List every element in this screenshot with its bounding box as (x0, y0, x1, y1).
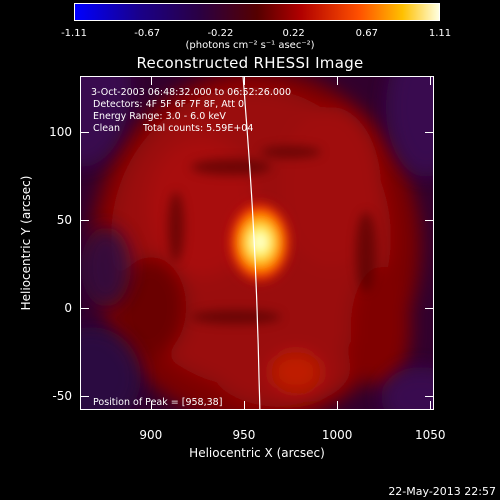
y-tick-mark (81, 220, 89, 222)
x-tick-mark (150, 77, 152, 85)
y-tick-label: -50 (52, 388, 72, 403)
colorbar-tick-label: -0.22 (207, 28, 234, 39)
peak-position-label: Position of Peak = [958,38] (93, 397, 223, 408)
x-tick-label: 1050 (414, 428, 446, 442)
colorbar-tick-label: -0.67 (134, 28, 161, 39)
x-tick-mark (337, 401, 339, 409)
x-axis-label: Heliocentric X (arcsec) (189, 446, 325, 460)
y-tick-label: 100 (49, 125, 72, 140)
y-tick-mark (425, 308, 433, 310)
chart-title: Reconstructed RHESSI Image (136, 54, 364, 72)
x-tick-label: 900 (139, 428, 163, 442)
y-tick-label: 0 (64, 301, 72, 316)
total-counts-label: Total counts: 5.59E+04 (143, 123, 254, 134)
solar-limb-curve (242, 77, 261, 409)
time-range-label: 3-Oct-2003 06:48:32.000 to 06:52:26.000 (91, 87, 292, 98)
x-tick-mark (337, 77, 339, 85)
clean-label: Clean (93, 123, 120, 134)
y-tick-mark (81, 308, 89, 310)
y-tick-mark (425, 132, 433, 134)
y-tick-mark (425, 220, 433, 222)
y-tick-mark (425, 395, 433, 397)
plot-area: 3-Oct-2003 06:48:32.000 to 06:52:26.000 … (80, 76, 434, 410)
timestamp: 22-May-2013 22:57 (388, 485, 496, 498)
detectors-label: Detectors: 4F 5F 6F 7F 8F, Att 0 (93, 99, 245, 110)
x-tick-label: 1000 (321, 428, 353, 442)
x-tick-mark (430, 77, 432, 85)
colorbar-gradient (75, 4, 439, 20)
x-tick-mark (243, 77, 245, 85)
y-tick-mark (81, 395, 89, 397)
y-tick-mark (81, 132, 89, 134)
colorbar (74, 3, 440, 21)
peak-source (225, 198, 294, 287)
energy-range-label: Energy Range: 3.0 - 6.0 keV (93, 111, 226, 122)
y-tick-label: 50 (56, 213, 72, 228)
colorbar-tick-label: 0.67 (355, 28, 378, 39)
x-tick-label: 950 (232, 428, 256, 442)
colorbar-tick-label: -1.11 (61, 28, 87, 39)
colorbar-tick-label: 0.22 (282, 28, 305, 39)
x-tick-mark (430, 401, 432, 409)
colorbar-unit-label: (photons cm⁻² s⁻¹ asec⁻²) (185, 40, 315, 51)
colorbar-tick-label: 1.11 (428, 28, 452, 39)
y-axis-label: Heliocentric Y (arcsec) (19, 175, 33, 311)
x-tick-mark (243, 401, 245, 409)
x-tick-mark (150, 401, 152, 409)
heatmap-image (81, 77, 433, 409)
